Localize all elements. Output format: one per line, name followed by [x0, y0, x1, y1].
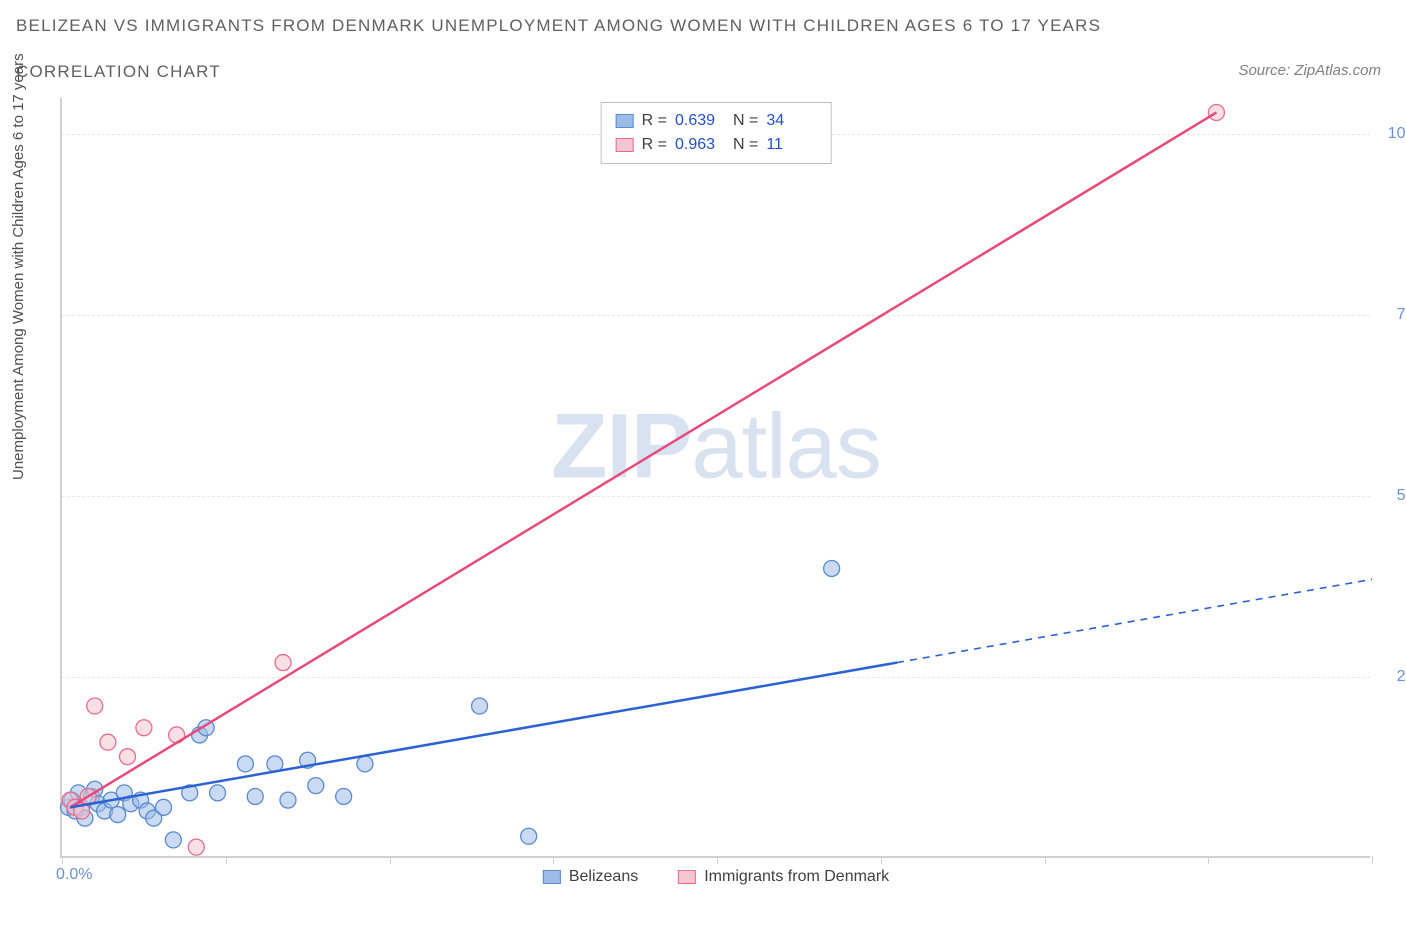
trend-line-extrapolated [897, 579, 1372, 662]
legend-series: Belizeans Immigrants from Denmark [543, 868, 889, 886]
scatter-point [165, 832, 181, 848]
scatter-point [87, 698, 103, 714]
scatter-point [472, 698, 488, 714]
legend-n-label: N = [733, 133, 758, 157]
legend-swatch-belizeans [543, 870, 561, 884]
legend-stats-row-1: R = 0.639 N = 34 [616, 109, 817, 133]
legend-label-denmark: Immigrants from Denmark [704, 868, 889, 886]
scatter-point [100, 734, 116, 750]
scatter-point [156, 799, 172, 815]
scatter-point [521, 828, 537, 844]
legend-r-value-2: 0.963 [675, 133, 725, 157]
source-label: Source: ZipAtlas.com [1238, 62, 1381, 79]
x-tick [62, 856, 63, 864]
scatter-point [308, 778, 324, 794]
scatter-point [136, 720, 152, 736]
scatter-point [280, 792, 296, 808]
scatter-point [120, 749, 136, 765]
legend-r-value-1: 0.639 [675, 109, 725, 133]
scatter-point [357, 756, 373, 772]
legend-swatch-denmark [678, 870, 696, 884]
chart-plot-area: ZIPatlas 25.0%50.0%75.0%100.0% 0.0% 8.0%… [60, 98, 1370, 858]
legend-r-label: R = [642, 133, 667, 157]
x-tick [1045, 856, 1046, 864]
y-tick-label: 50.0% [1397, 487, 1406, 505]
x-axis-min-label: 0.0% [56, 866, 92, 884]
legend-swatch-denmark [616, 138, 634, 152]
scatter-point [210, 785, 226, 801]
x-tick [1208, 856, 1209, 864]
x-tick [553, 856, 554, 864]
legend-item-belizeans: Belizeans [543, 868, 638, 886]
x-tick [390, 856, 391, 864]
y-tick-label: 100.0% [1388, 125, 1406, 143]
scatter-point [824, 560, 840, 576]
legend-n-label: N = [733, 109, 758, 133]
chart-title-line2: CORRELATION CHART [16, 62, 221, 82]
trend-line [70, 112, 1216, 807]
y-axis-label: Unemployment Among Women with Children A… [10, 53, 27, 480]
legend-n-value-1: 34 [766, 109, 816, 133]
scatter-point [188, 839, 204, 855]
legend-n-value-2: 11 [766, 133, 816, 157]
legend-swatch-belizeans [616, 114, 634, 128]
x-tick [881, 856, 882, 864]
y-tick-label: 25.0% [1397, 668, 1406, 686]
scatter-point [110, 807, 126, 823]
x-tick [1372, 856, 1373, 864]
scatter-point [336, 788, 352, 804]
scatter-svg [62, 98, 1370, 856]
scatter-point [247, 788, 263, 804]
x-tick [717, 856, 718, 864]
chart-title-line1: BELIZEAN VS IMMIGRANTS FROM DENMARK UNEM… [16, 16, 1101, 36]
scatter-point [1208, 104, 1224, 120]
legend-item-denmark: Immigrants from Denmark [678, 868, 889, 886]
x-tick [226, 856, 227, 864]
legend-label-belizeans: Belizeans [569, 868, 638, 886]
legend-stats: R = 0.639 N = 34 R = 0.963 N = 11 [601, 102, 832, 164]
legend-r-label: R = [642, 109, 667, 133]
legend-stats-row-2: R = 0.963 N = 11 [616, 133, 817, 157]
scatter-point [275, 655, 291, 671]
y-tick-label: 75.0% [1397, 306, 1406, 324]
scatter-point [237, 756, 253, 772]
